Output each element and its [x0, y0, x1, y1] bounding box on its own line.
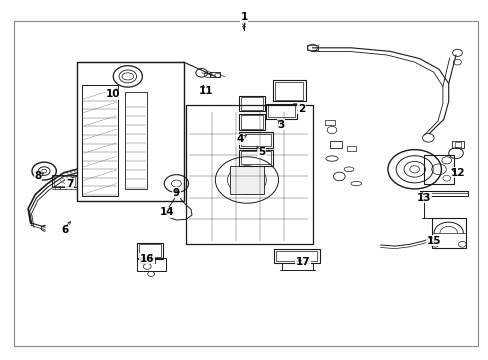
- Bar: [240, 134, 270, 147]
- Bar: [329, 141, 341, 148]
- Text: 10: 10: [106, 89, 120, 99]
- Bar: [240, 152, 270, 164]
- Text: 8: 8: [34, 171, 41, 181]
- Text: 2: 2: [297, 104, 305, 113]
- Bar: [272, 80, 305, 102]
- Bar: [273, 249, 319, 263]
- Bar: [424, 155, 453, 184]
- Bar: [229, 166, 264, 194]
- Bar: [266, 104, 296, 118]
- Bar: [77, 62, 183, 202]
- Text: 11: 11: [198, 86, 212, 96]
- Text: 13: 13: [416, 193, 431, 203]
- Bar: [238, 96, 265, 111]
- Text: 9: 9: [173, 188, 180, 198]
- Bar: [125, 93, 147, 189]
- Text: 5: 5: [257, 147, 264, 157]
- Text: 1: 1: [240, 13, 247, 22]
- Bar: [238, 132, 272, 148]
- Text: 17: 17: [295, 257, 309, 267]
- Bar: [346, 146, 356, 152]
- Bar: [431, 217, 465, 248]
- Text: 4: 4: [237, 134, 244, 144]
- Bar: [324, 120, 335, 125]
- Bar: [54, 176, 75, 186]
- Text: 12: 12: [450, 168, 465, 178]
- Bar: [139, 244, 161, 257]
- Bar: [451, 141, 463, 148]
- Bar: [52, 175, 77, 187]
- Bar: [140, 257, 154, 263]
- Bar: [240, 97, 263, 110]
- Bar: [275, 82, 303, 100]
- Bar: [186, 105, 312, 244]
- Bar: [136, 257, 165, 271]
- Text: 3: 3: [277, 120, 284, 130]
- Bar: [276, 251, 317, 261]
- Text: 16: 16: [140, 253, 154, 264]
- Text: 14: 14: [159, 207, 174, 217]
- Bar: [306, 45, 318, 50]
- Bar: [454, 142, 460, 147]
- Bar: [240, 115, 263, 129]
- Bar: [238, 114, 265, 130]
- Bar: [136, 243, 163, 258]
- Text: 7: 7: [66, 179, 73, 189]
- Bar: [81, 85, 118, 196]
- Bar: [268, 105, 294, 117]
- Text: 6: 6: [61, 225, 68, 235]
- Bar: [210, 72, 220, 77]
- Bar: [238, 150, 272, 166]
- Text: 15: 15: [426, 236, 441, 246]
